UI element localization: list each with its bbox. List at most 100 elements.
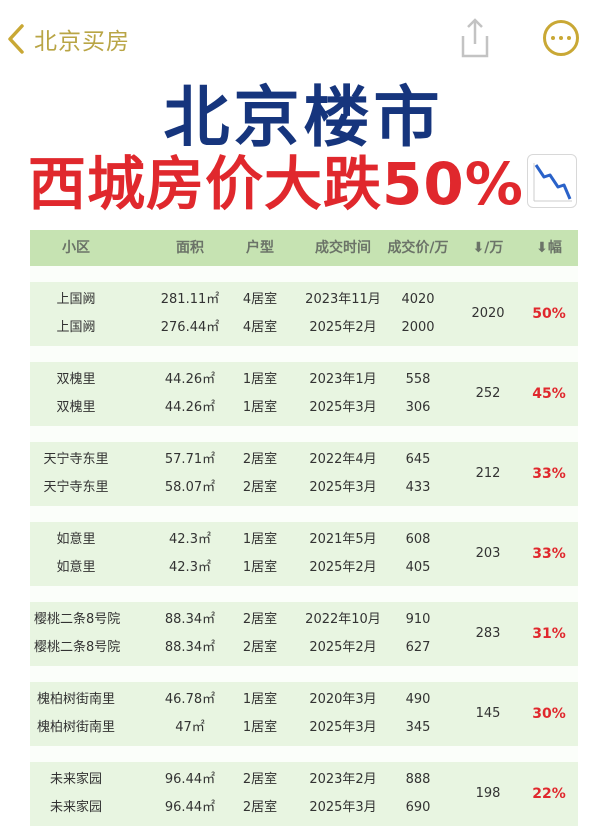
community-name-cell: 如意里: [56, 560, 96, 575]
deal-date-cell: 2025年3月: [309, 720, 377, 735]
back-label: 北京买房: [34, 29, 130, 55]
deal-price-cell: 627: [405, 640, 431, 655]
layout-cell: 2居室: [242, 612, 278, 627]
price-drop-table: 小区 面积 户型 成交时间 成交价/万 ⬇/万 ⬇幅 上国阙 281.11㎡ 4居室…: [30, 230, 578, 826]
drop-rate-cell: 30%: [532, 706, 566, 722]
area-cell: 276.44㎡: [160, 320, 220, 335]
area-cell: 42.3㎡: [169, 560, 211, 575]
drop-amount-cell: 212: [475, 466, 501, 481]
deal-date-cell: 2021年5月: [309, 532, 377, 547]
table-row-group: 樱桃二条8号院 88.34㎡ 2居室 2022年10月 910 樱桃二条8号院 88.34㎡…: [30, 602, 578, 666]
community-name-cell: 上国阙: [56, 292, 96, 307]
header-area: 面积: [176, 240, 204, 256]
drop-amount-cell: 283: [475, 626, 501, 641]
drop-amount-cell: 252: [475, 386, 501, 401]
drop-rate-cell: 31%: [532, 626, 566, 642]
area-cell: 96.44㎡: [164, 800, 216, 815]
top-nav-bar: 北京买房: [0, 0, 607, 80]
chevron-left-icon: [6, 22, 26, 56]
table-header: 小区 面积 户型 成交时间 成交价/万 ⬇/万 ⬇幅: [30, 230, 578, 266]
table-row-group: 上国阙 281.11㎡ 4居室 2023年11月 4020 上国阙 276.44㎡ 4居室 20…: [30, 282, 578, 346]
layout-cell: 2居室: [242, 452, 278, 467]
deal-date-cell: 2025年2月: [309, 640, 377, 655]
area-cell: 57.71㎡: [164, 452, 216, 467]
deal-price-cell: 645: [405, 452, 431, 467]
deal-price-cell: 345: [405, 720, 431, 735]
layout-cell: 1居室: [242, 532, 278, 547]
group-spacer: [30, 426, 578, 442]
header-deal-price: 成交价/万: [387, 240, 449, 256]
area-cell: 42.3㎡: [169, 532, 211, 547]
deal-price-cell: 608: [405, 532, 431, 547]
layout-cell: 1居室: [242, 560, 278, 575]
area-cell: 58.07㎡: [164, 480, 216, 495]
drop-amount-cell: 198: [475, 786, 501, 801]
community-name-cell: 未来家园: [49, 800, 102, 815]
table-row-group: 天宁寺东里 57.71㎡ 2居室 2022年4月 645 天宁寺东里 58.07㎡ 2居室 20…: [30, 442, 578, 506]
header-drop-rate: ⬇幅: [536, 240, 562, 256]
group-spacer: [30, 746, 578, 762]
deal-price-cell: 4020: [401, 292, 435, 307]
community-name-cell: 槐柏树街南里: [36, 692, 115, 707]
drop-rate-cell: 33%: [532, 546, 566, 562]
header-community: 小区: [62, 240, 90, 256]
layout-cell: 4居室: [242, 320, 278, 335]
area-cell: 44.26㎡: [164, 400, 216, 415]
drop-amount-cell: 2020: [471, 306, 505, 321]
community-name-cell: 双槐里: [56, 400, 96, 415]
area-cell: 47㎡: [175, 720, 205, 735]
area-cell: 96.44㎡: [164, 772, 216, 787]
deal-price-cell: 2000: [401, 320, 435, 335]
community-name-cell: 上国阙: [56, 320, 96, 335]
drop-amount-cell: 145: [475, 706, 501, 721]
group-spacer: [30, 666, 578, 682]
area-cell: 88.34㎡: [164, 612, 216, 627]
deal-price-cell: 690: [405, 800, 431, 815]
layout-cell: 1居室: [242, 720, 278, 735]
deal-price-cell: 910: [405, 612, 431, 627]
drop-rate-cell: 22%: [532, 786, 566, 802]
deal-date-cell: 2022年4月: [309, 452, 377, 467]
layout-cell: 1居室: [242, 400, 278, 415]
back-button[interactable]: 北京买房: [6, 22, 130, 56]
chart-decreasing-icon: [527, 154, 577, 208]
table-body: 上国阙 281.11㎡ 4居室 2023年11月 4020 上国阙 276.44㎡ 4居室 20…: [30, 266, 578, 826]
community-name-cell: 樱桃二条8号院: [34, 640, 121, 655]
drop-rate-cell: 33%: [532, 466, 566, 482]
table-row-group: 如意里 42.3㎡ 1居室 2021年5月 608 如意里 42.3㎡ 1居室 2025年2月 4…: [30, 522, 578, 586]
deal-price-cell: 433: [405, 480, 431, 495]
area-cell: 46.78㎡: [164, 692, 216, 707]
header-drop-amount: ⬇/万: [472, 240, 504, 256]
community-name-cell: 槐柏树街南里: [36, 720, 115, 735]
table-row-group: 槐柏树街南里 46.78㎡ 1居室 2020年3月 490 槐柏树街南里 47㎡ 1居室 202…: [30, 682, 578, 746]
group-spacer: [30, 266, 578, 282]
deal-date-cell: 2023年11月: [305, 292, 381, 307]
layout-cell: 2居室: [242, 480, 278, 495]
group-spacer: [30, 586, 578, 602]
deal-date-cell: 2023年1月: [309, 372, 377, 387]
headline-title: 北京楼市: [163, 79, 444, 156]
deal-date-cell: 2025年3月: [309, 480, 377, 495]
deal-date-cell: 2023年2月: [309, 772, 377, 787]
share-button[interactable]: [455, 16, 495, 60]
headline-subtitle: 西城房价大跌50%: [28, 150, 524, 218]
community-name-cell: 天宁寺东里: [43, 452, 109, 467]
deal-date-cell: 2025年2月: [309, 560, 377, 575]
deal-date-cell: 2022年10月: [305, 612, 381, 627]
layout-cell: 1居室: [242, 692, 278, 707]
header-layout: 户型: [246, 240, 274, 256]
table-row-group: 未来家园 96.44㎡ 2居室 2023年2月 888 未来家园 96.44㎡ 2居室 2025…: [30, 762, 578, 826]
more-button[interactable]: [543, 20, 579, 56]
community-name-cell: 如意里: [56, 532, 96, 547]
drop-amount-cell: 203: [475, 546, 501, 561]
deal-price-cell: 306: [405, 400, 431, 415]
community-name-cell: 双槐里: [56, 372, 96, 387]
group-spacer: [30, 506, 578, 522]
layout-cell: 2居室: [242, 640, 278, 655]
area-cell: 88.34㎡: [164, 640, 216, 655]
deal-price-cell: 558: [405, 372, 431, 387]
deal-date-cell: 2025年3月: [309, 400, 377, 415]
community-name-cell: 天宁寺东里: [43, 480, 109, 495]
header-deal-date: 成交时间: [315, 240, 371, 256]
drop-rate-cell: 45%: [532, 386, 566, 402]
